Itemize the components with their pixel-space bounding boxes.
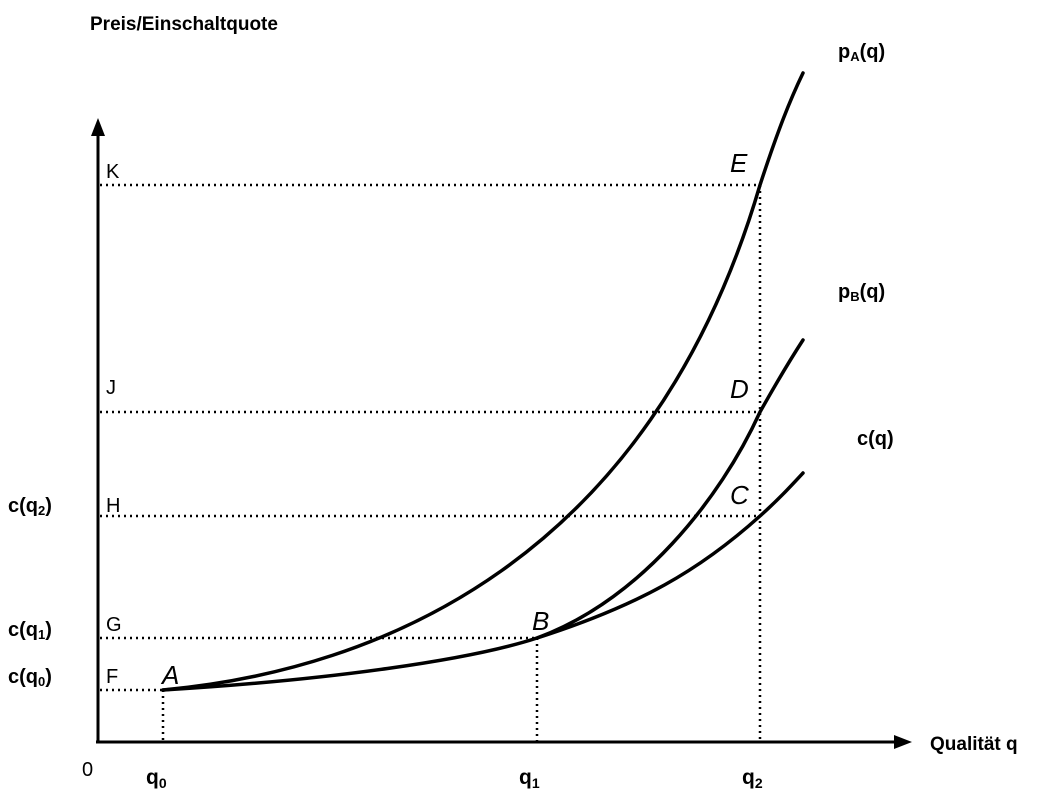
level-h-label: H [106, 495, 120, 517]
curve-c [161, 471, 805, 692]
level-f-label: F [106, 666, 118, 688]
y-axis-label: Preis/Einschaltquote [90, 14, 278, 35]
x-tick-q1: q1 [519, 766, 540, 791]
cost-q1-label: c(q1) [8, 619, 52, 642]
level-g-label: G [106, 614, 122, 636]
point-e-label: E [730, 148, 748, 178]
curve-pb-label: pB(q) [838, 281, 885, 304]
origin-label: 0 [82, 759, 93, 781]
curve-c-label: c(q) [857, 428, 894, 450]
level-k-label: K [106, 161, 120, 183]
x-axis-label: Qualität q [930, 734, 1018, 755]
y-axis-arrow-icon [91, 118, 105, 136]
point-b-label: B [532, 606, 549, 636]
point-c-label: C [730, 480, 749, 510]
curve-pa-label: pA(q) [838, 41, 885, 64]
cost-q0-label: c(q0) [8, 666, 52, 689]
curve-pb [535, 338, 805, 640]
x-tick-q2: q2 [742, 766, 763, 791]
point-a-label: A [160, 660, 179, 690]
level-j-label: J [106, 377, 116, 399]
x-axis-arrow-icon [894, 735, 912, 749]
point-d-label: D [730, 374, 749, 404]
x-tick-q0: q0 [146, 766, 167, 791]
curve-pa [161, 71, 805, 692]
cost-q2-label: c(q2) [8, 495, 52, 518]
